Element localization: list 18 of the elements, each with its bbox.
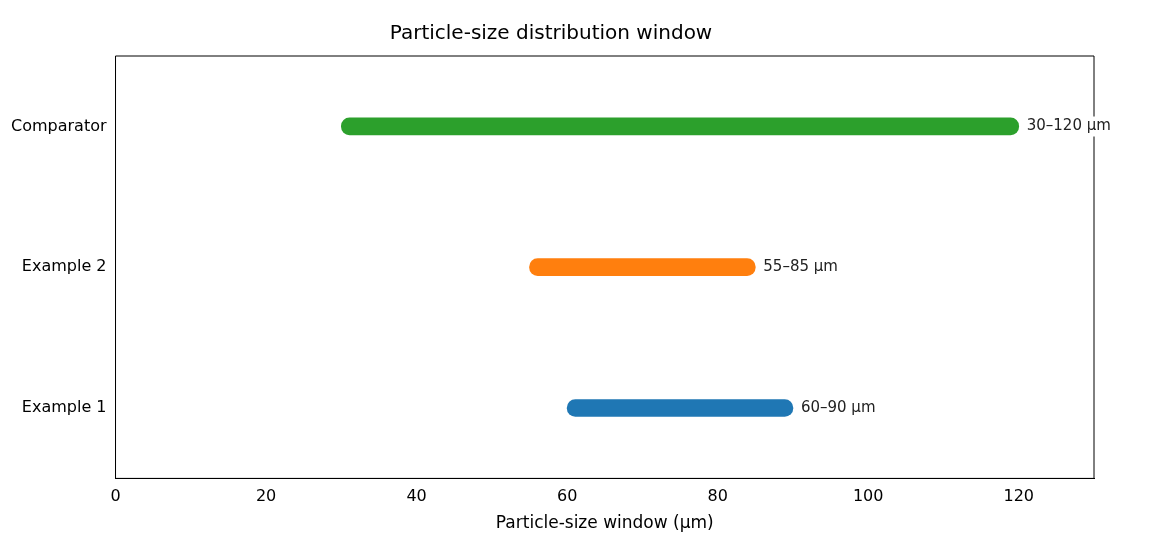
data-label: 55–85 µm (763, 257, 838, 276)
data-label: 30–120 µm (1026, 116, 1111, 135)
x-tick-label: 60 (556, 486, 578, 506)
x-tick-label: 120 (1003, 486, 1035, 506)
x-tick-label: 80 (707, 486, 728, 506)
x-tick-label: 40 (406, 486, 427, 506)
bar (341, 117, 1020, 136)
chart-title: Particle-size distribution window (389, 20, 713, 45)
bar (566, 399, 794, 417)
data-label: 60–90 µm (800, 397, 876, 416)
y-tick-label: Example 2 (21, 256, 107, 276)
x-tick-label: 20 (255, 486, 277, 506)
x-tick-label: 100 (852, 486, 884, 506)
x-tick-label: 0 (110, 486, 121, 506)
bar (529, 258, 756, 277)
y-tick-label: Example 1 (21, 397, 107, 417)
y-tick-label: Comparator (11, 115, 107, 135)
x-axis-title: Particle-size window (µm) (495, 512, 714, 533)
